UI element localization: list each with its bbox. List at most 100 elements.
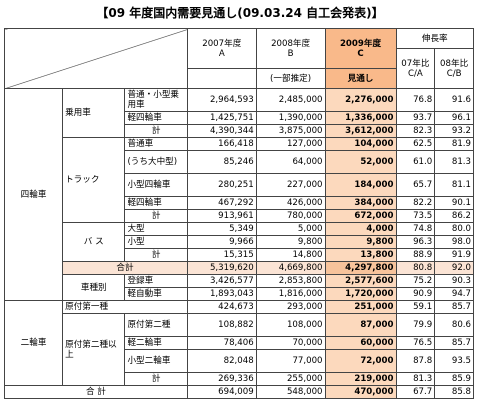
value-cell: 384,000 bbox=[324, 196, 397, 210]
table-row: 小型 9,966 9,800 9,800 96.3 98.0 bbox=[5, 235, 474, 249]
value-cell: 81.1 bbox=[434, 173, 474, 197]
value-cell: 81.3 bbox=[434, 150, 474, 174]
value-cell: 9,800 bbox=[324, 235, 397, 249]
value-cell: 1,893,043 bbox=[186, 287, 257, 301]
value-cell: 4,000 bbox=[324, 222, 397, 236]
row-label: 乗用車 bbox=[62, 88, 126, 138]
table-row: 合計 5,319,620 4,669,800 4,297,800 80.8 92.0 bbox=[5, 261, 474, 275]
header-text: 2009年度 bbox=[339, 38, 382, 49]
value-cell: 67.7 bbox=[395, 385, 436, 399]
table-row: 計 4,390,344 3,875,000 3,612,000 82.3 93.2 bbox=[5, 124, 474, 138]
header-text: C/B bbox=[446, 68, 462, 79]
row-label: 車種別 bbox=[62, 274, 126, 301]
value-cell: 1,816,000 bbox=[255, 287, 326, 301]
header-text: A bbox=[218, 48, 225, 59]
value-cell: 61.0 bbox=[395, 150, 436, 174]
row-label: (うち大中型) bbox=[124, 150, 188, 174]
row-label: 登録車 bbox=[124, 274, 188, 288]
value-cell: 87,000 bbox=[324, 313, 397, 337]
value-cell: 280,251 bbox=[186, 173, 257, 197]
table-row: 軽自動車 1,893,043 1,816,000 1,720,000 90.9 94.7 bbox=[5, 287, 474, 301]
row-label: 計 bbox=[124, 209, 188, 223]
value-cell: 1,425,751 bbox=[186, 111, 257, 125]
header-c: 2009年度 C bbox=[324, 28, 397, 69]
value-cell: 94.7 bbox=[434, 287, 474, 301]
header-text: 08年比 bbox=[440, 58, 469, 69]
value-cell: 91.9 bbox=[434, 248, 474, 262]
value-cell: 82.3 bbox=[395, 124, 436, 138]
header-text: C bbox=[357, 48, 364, 59]
value-cell: 80.8 bbox=[395, 261, 436, 275]
row-label: 普通・小型乗用車 bbox=[124, 88, 188, 112]
value-cell: 98.0 bbox=[434, 235, 474, 249]
row-label: 軽四輪車 bbox=[124, 196, 188, 210]
value-cell: 4,297,800 bbox=[324, 261, 397, 275]
value-cell: 127,000 bbox=[255, 137, 326, 151]
row-label: 小型 bbox=[124, 235, 188, 249]
table-row: 四輪車 乗用車 普通・小型乗用車 2,964,593 2,485,000 2,276,00… bbox=[3, 88, 474, 301]
value-cell: 15,315 bbox=[186, 248, 257, 262]
value-cell: 2,276,000 bbox=[324, 88, 397, 112]
value-cell: 60,000 bbox=[324, 336, 397, 350]
value-cell: 88.9 bbox=[395, 248, 436, 262]
value-cell: 251,000 bbox=[324, 300, 397, 314]
value-cell: 75.2 bbox=[395, 274, 436, 288]
value-cell: 14,800 bbox=[255, 248, 326, 262]
value-cell: 90.1 bbox=[434, 196, 474, 210]
value-cell: 76.5 bbox=[395, 336, 436, 350]
row-label: 原付第二種 bbox=[124, 313, 188, 337]
value-cell: 5,000 bbox=[255, 222, 326, 236]
value-cell: 1,390,000 bbox=[255, 111, 326, 125]
table-row: 軽四輪車 467,292 426,000 384,000 82.2 90.1 bbox=[5, 196, 474, 210]
value-cell: 219,000 bbox=[324, 372, 397, 386]
value-cell: 166,418 bbox=[186, 137, 257, 151]
value-cell: 108,882 bbox=[186, 313, 257, 337]
header-text: 07年比 bbox=[401, 58, 430, 69]
value-cell: 85.9 bbox=[434, 372, 474, 386]
value-cell: 1,336,000 bbox=[324, 111, 397, 125]
value-cell: 255,000 bbox=[255, 372, 326, 386]
value-cell: 2,853,800 bbox=[255, 274, 326, 288]
row-label: トラック bbox=[62, 137, 126, 223]
row-label: 普通車 bbox=[124, 137, 188, 151]
row-label: 軽自動車 bbox=[124, 287, 188, 301]
value-cell: 77,000 bbox=[255, 349, 326, 373]
value-cell: 3,426,577 bbox=[186, 274, 257, 288]
value-cell: 86.2 bbox=[434, 209, 474, 223]
value-cell: 59.1 bbox=[395, 300, 436, 314]
table-row: 計 15,315 14,800 13,800 88.9 91.9 bbox=[5, 248, 474, 262]
header-a-note bbox=[186, 68, 257, 89]
table-row: トラック 普通車 166,418 127,000 104,000 62.5 81.9 bbox=[5, 137, 474, 223]
value-cell: 426,000 bbox=[255, 196, 326, 210]
value-cell: 81.3 bbox=[395, 372, 436, 386]
value-cell: 79.9 bbox=[395, 313, 436, 337]
value-cell: 470,000 bbox=[324, 385, 397, 399]
value-cell: 548,000 bbox=[255, 385, 326, 399]
table-row: (うち大中型) 85,246 64,000 52,000 61.0 81.3 bbox=[5, 150, 474, 174]
forecast-table: 2007年度 A 2008年度 B 2009年度 C 伸長率 07年比 C/A 08年比… bbox=[3, 28, 474, 399]
row-label: 原付第二種以上 bbox=[62, 313, 126, 386]
table-row: 原付第二種以上 原付第二種 108,882 108,000 87,000 79.9 80.6 bbox=[5, 313, 474, 386]
value-cell: 82,048 bbox=[186, 349, 257, 373]
value-cell: 80.6 bbox=[434, 313, 474, 337]
value-cell: 87.8 bbox=[395, 349, 436, 373]
header-b: 2008年度 B bbox=[255, 28, 326, 69]
row-label: 原付第一種 bbox=[62, 300, 188, 314]
value-cell: 80.0 bbox=[434, 222, 474, 236]
header-b-note: (一部推定) bbox=[255, 68, 326, 89]
value-cell: 73.5 bbox=[395, 209, 436, 223]
header-text: 2008年度 bbox=[271, 38, 311, 49]
value-cell: 85.8 bbox=[434, 385, 474, 399]
value-cell: 81.9 bbox=[434, 137, 474, 151]
value-cell: 90.3 bbox=[434, 274, 474, 288]
header-vs08: 08年比 C/B bbox=[434, 48, 474, 89]
value-cell: 96.3 bbox=[395, 235, 436, 249]
row-label: 計 bbox=[124, 124, 188, 138]
value-cell: 85,246 bbox=[186, 150, 257, 174]
value-cell: 85.7 bbox=[434, 336, 474, 350]
table-row: 小型四輪車 280,251 227,000 184,000 65.7 81.1 bbox=[5, 173, 474, 197]
value-cell: 5,349 bbox=[186, 222, 257, 236]
value-cell: 70,000 bbox=[255, 336, 326, 350]
value-cell: 9,966 bbox=[186, 235, 257, 249]
